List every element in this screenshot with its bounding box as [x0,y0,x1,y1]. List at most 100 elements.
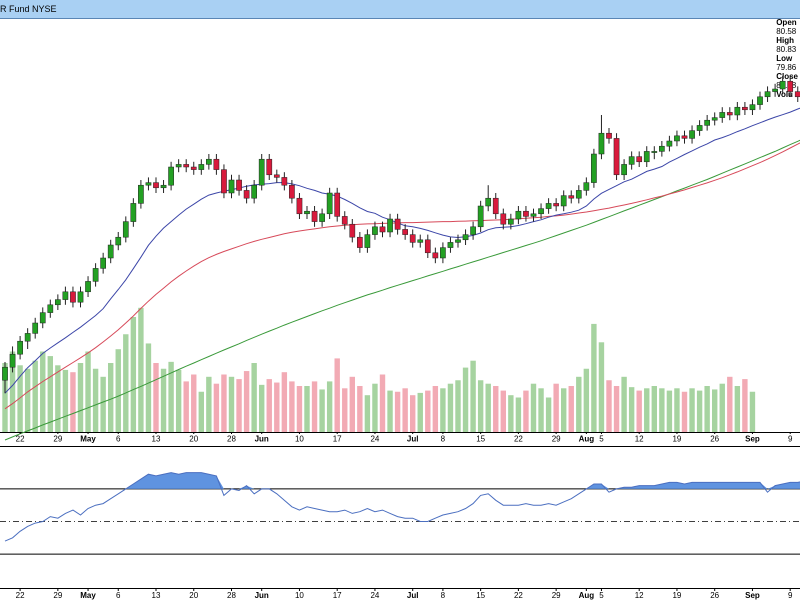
x-tick-label: 9 [788,591,793,600]
indicator-overbought-fill [125,472,224,489]
candle-body [719,112,726,118]
candle-body [560,195,567,207]
close-value: 80.78 [776,81,797,90]
candle-body [334,192,341,217]
candle-body [734,106,741,116]
candle-body [462,234,469,241]
volume-bar [334,358,340,432]
candle-body [598,132,605,155]
volume-bar [228,376,235,432]
candle-body [349,223,356,238]
candle-body [62,291,69,300]
volume-bar [191,374,197,432]
candle-body [628,156,635,165]
x-tick-label: 29 [53,591,62,600]
candle-body [696,125,703,131]
volume-bar [349,376,355,432]
candle-body [568,195,575,199]
x-tick-label: 19 [672,591,681,600]
volume-bar [727,376,733,432]
candle-body [228,179,235,194]
volume-bar [447,383,454,432]
volume-bar [138,307,144,432]
volume-bar [92,368,99,432]
candle-body [47,304,54,313]
x-tick-label: 8 [441,435,446,444]
candle-body [17,340,23,355]
x-tick-label: 17 [333,591,342,600]
candle-body [704,119,710,126]
volume-bar [644,388,650,432]
volume-bar [100,376,106,432]
candle-body [553,203,559,207]
volume-bar [304,386,310,432]
volume-bar [372,383,378,432]
candle-body [24,333,31,342]
candle-body [674,135,680,142]
candle-body [636,156,643,163]
candle-body [779,80,786,90]
candle-body [364,234,371,248]
candle-body [190,166,197,170]
volume-bar [357,386,363,432]
volume-bar [47,356,53,432]
indicator-line [4,472,800,542]
candle-body [130,203,137,222]
x-tick-label: 29 [552,591,561,600]
x-tick-label: 15 [476,591,485,600]
candle-body [289,184,295,199]
volume-bar [545,397,552,432]
price-panel [0,76,800,441]
candle-body [538,208,544,215]
x-tick-label: 26 [710,591,719,600]
volume-bar [628,387,635,432]
candle-body [145,182,152,186]
volume-bar [666,390,673,432]
chart-header: R Fund NYSE Open 80.58 High 80.83 Low 79… [0,0,800,99]
volume-bar [440,388,446,432]
candle-body [341,216,348,225]
volume-bar [530,383,537,432]
candle-body [515,210,522,220]
candle-body [666,140,673,147]
candle-body [258,158,265,186]
volume-bar [387,390,393,432]
volume-bar [621,376,627,432]
x-axis-upper: 22 29 May 6 13 20 28 Jun 10 17 24 Jul 8 15 22 29 Aug 5 12 1… [16,432,793,444]
candle-body [643,151,650,163]
candle-body [2,366,8,381]
volume-bar [40,351,46,432]
volume-bar [24,368,31,432]
candle-body [606,132,612,139]
candle-body [9,353,16,368]
candle-body [379,226,386,233]
candle-body [236,179,242,191]
volume-bar [485,383,491,432]
volume-bar [410,395,416,432]
volume-bar [364,395,371,432]
candle-body [70,291,76,303]
candle-body [55,299,61,306]
candle-body [92,268,99,282]
volume-bar [696,390,703,432]
volume-bar [417,392,423,432]
candle-body [470,226,476,235]
indicator-panel [0,446,800,589]
candle-body [530,213,537,217]
x-tick-label: 22 [514,435,523,444]
volume-bar [130,317,137,432]
candle-body [575,190,582,199]
x-tick-label: Jun [255,591,269,600]
x-tick-label: Jul [407,591,419,600]
candle-body [32,322,39,334]
candle-body [787,80,794,92]
volume-bar [62,369,69,432]
x-tick-label: 10 [295,591,304,600]
candle-body [394,218,401,230]
candle-body [311,210,318,222]
x-tick-label: 19 [672,435,681,444]
volume-bar [598,342,605,432]
x-tick-label: 8 [441,591,446,600]
volume-bar [523,390,529,432]
candle-body [183,164,190,168]
